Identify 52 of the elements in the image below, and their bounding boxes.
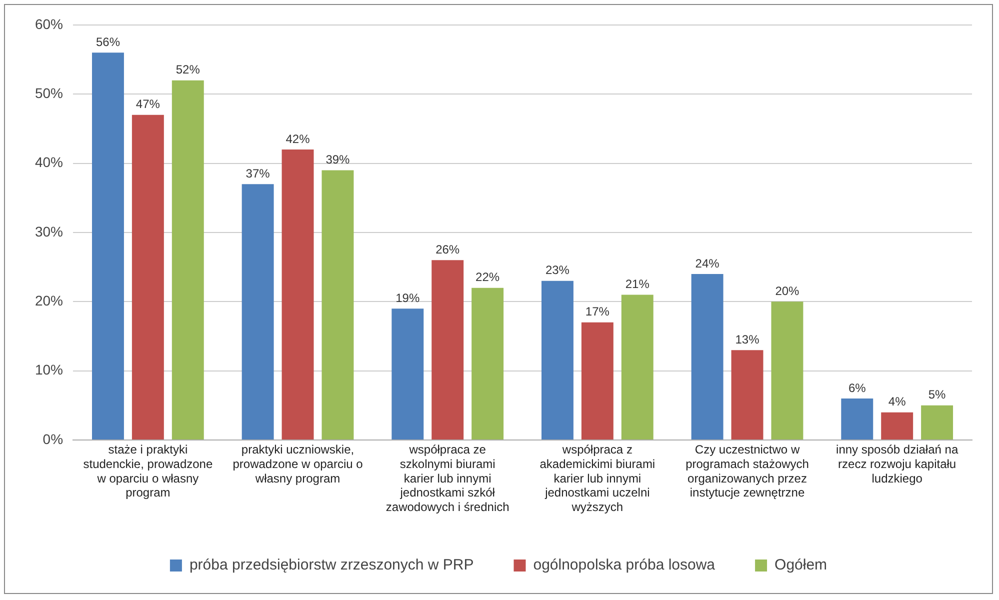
x-tick-label: staże i praktyki studenckie, prowadzone w oparciu o własny program xyxy=(83,442,213,500)
bar xyxy=(731,350,764,440)
data-label: 19% xyxy=(396,290,420,305)
legend-label: Ogółem xyxy=(774,556,828,574)
bar xyxy=(691,274,724,440)
bar xyxy=(621,294,654,440)
bar xyxy=(921,405,954,440)
legend-label: próba przedsiębiorstw zrzeszonych w PRP xyxy=(189,556,474,574)
data-label: 39% xyxy=(326,152,350,167)
x-tick-label: współpraca ze szkolnymi biurami karier lub innymi jednostkami szkół zawodowych i średnich xyxy=(386,442,510,514)
y-tick-label: 50% xyxy=(34,85,64,102)
x-tick-label: Czy uczestnictwo w programach stażowych organizowanych przez instytucje zewnętrzne xyxy=(686,442,809,500)
bar xyxy=(322,170,354,440)
bar xyxy=(242,184,274,440)
data-label: 52% xyxy=(176,62,200,77)
data-label: 13% xyxy=(735,332,760,346)
data-label: 23% xyxy=(545,263,570,278)
bar xyxy=(581,322,614,440)
data-label: 5% xyxy=(928,388,946,402)
data-label: 22% xyxy=(476,270,500,284)
y-tick-label: 30% xyxy=(34,223,64,240)
data-label: 47% xyxy=(136,97,160,112)
data-label: 56% xyxy=(96,34,120,49)
bar xyxy=(541,280,574,440)
bar xyxy=(282,150,314,440)
y-tick-label: 10% xyxy=(34,362,64,378)
bar xyxy=(472,288,504,440)
y-tick-label: 60% xyxy=(34,16,64,32)
legend-label: ogólnopolska próba losowa xyxy=(533,556,716,574)
data-label: 4% xyxy=(888,394,906,409)
y-tick-label: 40% xyxy=(34,154,64,170)
data-label: 24% xyxy=(695,256,720,270)
data-label: 17% xyxy=(585,304,610,319)
bar xyxy=(392,308,424,440)
x-tick-label: współpraca z akademickimi biurami karier lub innymi jednostkami uczelni wyższych xyxy=(540,442,656,514)
bar xyxy=(841,398,874,440)
bar xyxy=(92,52,124,440)
data-label: 6% xyxy=(848,380,866,395)
bar xyxy=(771,302,804,440)
data-label: 21% xyxy=(625,277,650,292)
y-tick-label: 20% xyxy=(34,292,64,309)
data-label: 20% xyxy=(775,284,800,298)
data-label: 37% xyxy=(246,166,270,180)
bar xyxy=(132,114,164,440)
bar xyxy=(881,412,914,440)
x-tick-label: praktyki uczniowskie, prowadzone w oparciu o własny program xyxy=(232,442,364,486)
bar xyxy=(432,260,464,440)
data-label: 26% xyxy=(436,242,460,256)
y-tick-label: 0% xyxy=(42,430,64,447)
x-tick-label: inny sposób działań na rzecz rozwoju kapitału ludzkiego xyxy=(836,442,958,486)
bar xyxy=(172,80,204,440)
data-label: 42% xyxy=(286,132,310,146)
